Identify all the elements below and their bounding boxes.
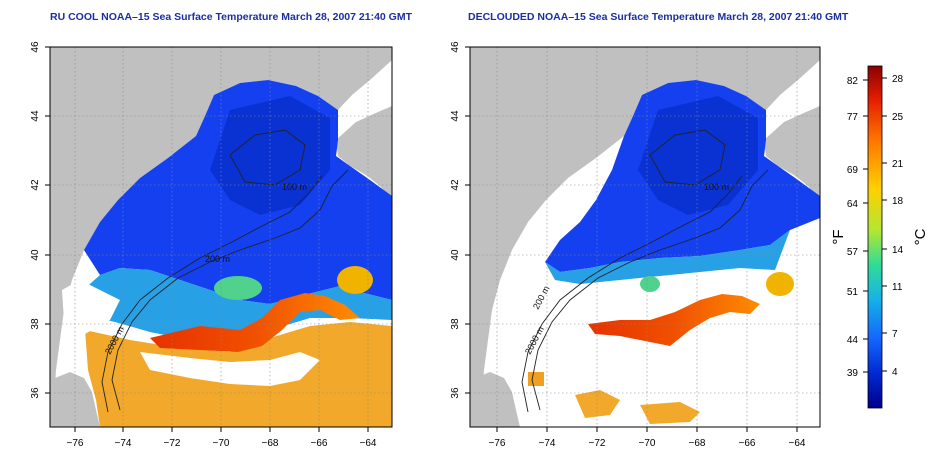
colorbar-f-tick: 57 [847,247,859,258]
left-lon-tick-labels: −76 −74 −72 −70 −68 −66 −64 [67,438,377,449]
left-land-mainland [50,47,392,427]
right-lon-tick-label: −76 [489,438,506,449]
right-lon-tick-label: −74 [539,438,556,449]
celsius-unit-label: °C [912,228,929,245]
left-map-panel: 2000 m 200 m 100 m [30,41,393,449]
right-land-mainland [470,47,820,427]
right-map-title: DECLOUDED NOAA–15 Sea Surface Temperatur… [468,11,849,23]
left-lon-tick-label: −72 [164,438,181,449]
colorbar-c-tick: 14 [892,245,904,256]
left-lat-tick-labels: 36 38 40 42 44 46 [30,41,41,399]
right-lon-tick-label: −64 [789,438,806,449]
right-lat-tick-label: 44 [450,110,461,122]
left-map-title: RU COOL NOAA–15 Sea Surface Temperature … [50,11,413,23]
colorbar-celsius-labels: 28 25 21 18 14 11 7 4 [892,74,904,378]
right-lat-tick-labels: 36 38 40 42 44 46 [450,41,461,399]
left-lon-tick-label: −64 [360,438,377,449]
right-lat-tick-label: 36 [450,387,461,399]
colorbar-f-tick: 51 [847,287,859,298]
fahrenheit-unit-label: °F [830,229,847,244]
right-lon-tick-label: −70 [639,438,656,449]
colorbar-f-tick: 77 [847,112,859,123]
right-axis-ticks [465,46,798,432]
left-land-novascotia [336,106,392,200]
colorbar-c-tick: 11 [892,282,903,293]
colorbar-c-tick: 25 [892,112,904,123]
left-slope-water [72,268,392,345]
right-coastal-warm-patch [528,372,544,386]
left-green-swirl [214,276,262,300]
right-bathymetry-contours [521,129,769,413]
left-lat-tick-label: 38 [30,318,41,330]
left-lon-tick-label: −74 [115,438,132,449]
right-land-southcoast [470,372,520,427]
left-lon-tick-label: −76 [67,438,84,449]
left-lat-tick-label: 42 [30,179,41,191]
right-warm-fragments [575,390,700,424]
left-cloud-coast [62,280,120,340]
right-lat-tick-label: 38 [450,318,461,330]
colorbar-c-tick: 7 [892,329,898,340]
left-axis-ticks [45,46,369,432]
left-lat-tick-label: 44 [30,110,41,122]
left-lon-tick-label: −68 [262,438,279,449]
left-lat-tick-label: 36 [30,387,41,399]
right-green-patch [640,276,660,292]
left-lon-tick-label: −70 [213,438,230,449]
temperature-colorbar: 82 77 69 64 57 51 44 39 28 25 21 18 14 1… [830,65,929,409]
colorbar-f-tick: 64 [847,199,859,210]
colorbar-f-tick: 39 [847,368,859,379]
left-lon-tick-label: −66 [311,438,328,449]
right-grid [470,47,820,427]
left-contour-label-200: 200 m [205,254,230,264]
right-gulf-stream [588,294,760,346]
colorbar-fahrenheit-labels: 82 77 69 64 57 51 44 39 [847,76,859,379]
right-lon-tick-label: −72 [589,438,606,449]
right-land-novascotia [764,106,820,200]
right-map-panel: 2000 m 200 m 100 m [450,41,821,449]
left-grid [50,47,392,427]
right-lat-tick-label: 42 [450,179,461,191]
right-lon-tick-label: −66 [739,438,756,449]
right-lat-tick-label: 40 [450,249,461,261]
colorbar-f-tick: 69 [847,165,859,176]
right-warm-eddy [766,272,794,296]
right-map-frame [469,46,821,428]
colorbar-f-tick: 82 [847,76,859,87]
colorbar-c-tick: 4 [892,367,898,378]
colorbar-c-tick: 28 [892,74,904,85]
colorbar-c-tick: 21 [892,159,904,170]
right-slope-patch [545,230,790,284]
colorbar-ticks [863,77,887,373]
right-deep-blue-core [638,96,758,215]
left-cloud-patch [140,352,320,386]
left-lat-tick-label: 46 [30,41,41,53]
colorbar-c-tick: 18 [892,196,904,207]
right-lon-tick-label: −68 [689,438,706,449]
right-contour-label-100: 100 m [704,182,729,192]
left-lat-tick-label: 40 [30,249,41,261]
left-bathymetry-contours [101,129,349,413]
colorbar-gradient [867,65,883,409]
left-warm-eddy [337,266,373,294]
colorbar-f-tick: 44 [847,335,859,346]
left-gulf-stream [150,293,360,352]
left-contour-label-100: 100 m [282,182,307,192]
right-lon-tick-labels: −76 −74 −72 −70 −68 −66 −64 [489,438,806,449]
right-lat-tick-label: 46 [450,41,461,53]
